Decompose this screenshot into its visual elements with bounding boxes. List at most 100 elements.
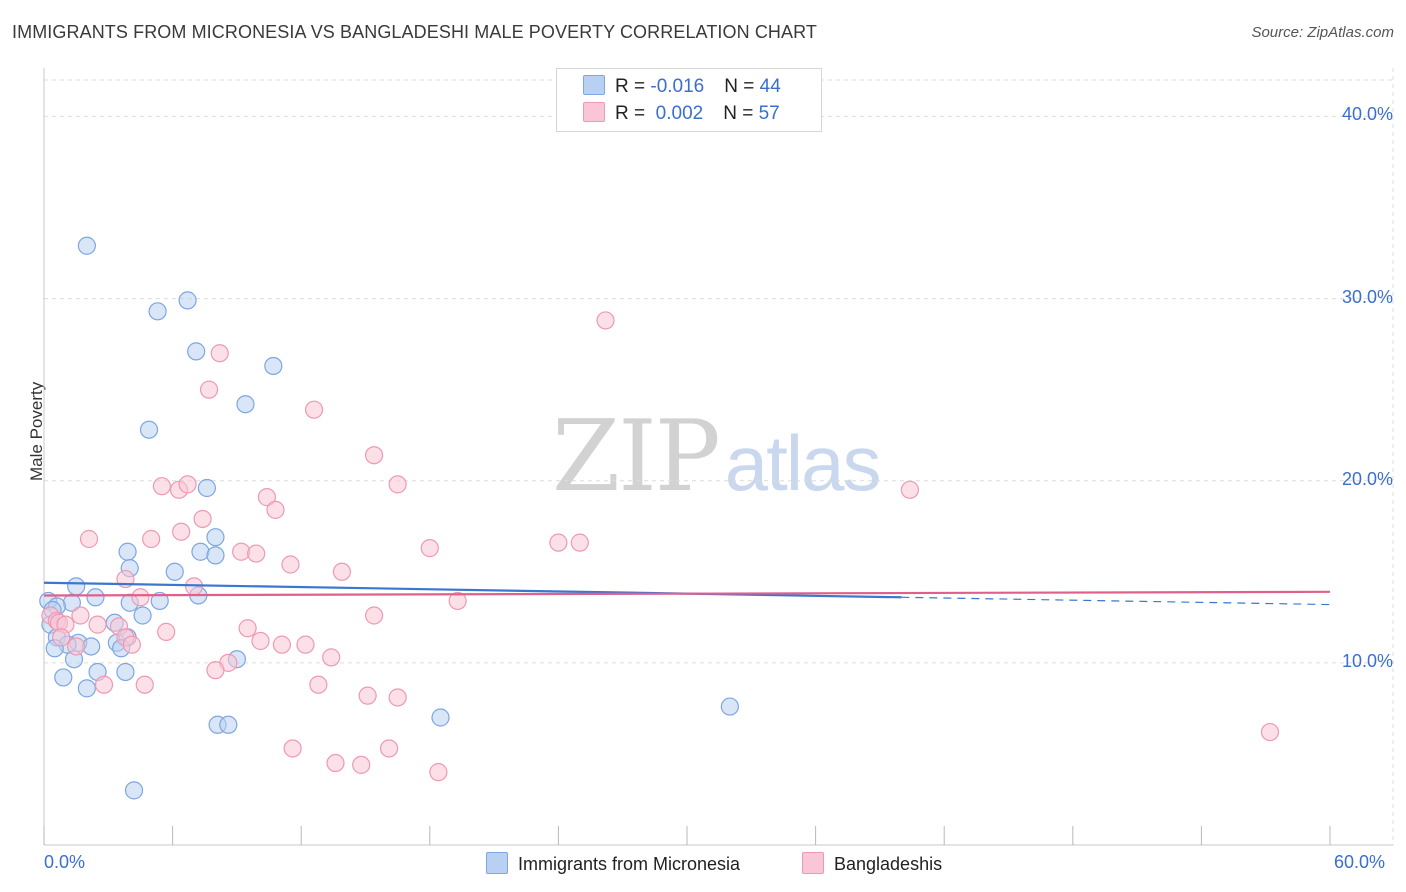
bangladeshi-point xyxy=(94,675,114,694)
bangladeshi-point xyxy=(388,688,407,707)
bangladeshi-point xyxy=(257,488,277,507)
legend-r-value: 0.002 xyxy=(650,103,704,124)
grid-layer xyxy=(44,68,1394,845)
micronesia-point xyxy=(124,781,144,800)
bangladeshi-point xyxy=(251,631,270,651)
bangladeshi-point xyxy=(900,480,920,499)
bangladeshi-point xyxy=(352,755,371,774)
micronesia-point xyxy=(219,715,238,734)
micronesia-point xyxy=(264,356,283,376)
bangladeshi-point xyxy=(79,529,99,549)
bangladeshi-point xyxy=(420,539,439,558)
micronesia-point xyxy=(720,697,739,716)
micronesia-point xyxy=(191,542,210,561)
bottom-legend-label: Immigrants from Micronesia xyxy=(518,854,741,874)
micronesia-point xyxy=(148,302,167,321)
watermark-zip: ZIP xyxy=(552,400,721,514)
legend-swatch-bangladeshi xyxy=(583,102,605,122)
bangladeshi-point xyxy=(172,522,191,541)
legend-r-label: R = xyxy=(615,103,651,124)
chart-title: IMMIGRANTS FROM MICRONESIA VS BANGLADESH… xyxy=(12,22,818,42)
micronesia-point xyxy=(86,588,105,607)
legend-n-label: N = xyxy=(723,103,759,124)
bangladeshi-point xyxy=(296,635,315,654)
bangladeshi-point xyxy=(448,591,467,611)
bottom-legend-swatch-bangladeshi xyxy=(802,852,824,874)
bangladeshi-point xyxy=(52,628,71,647)
watermark: ZIPatlas xyxy=(552,400,882,514)
trend-layer xyxy=(43,581,1331,606)
bangladeshi-trend-line xyxy=(43,590,1331,597)
bangladeshi-point xyxy=(193,509,212,529)
legend-row-micronesia: R = -0.016 N = 44 xyxy=(583,75,781,101)
y-tick-label: 30.0% xyxy=(1341,286,1393,307)
axis-layer xyxy=(43,68,1393,846)
bangladeshi-point xyxy=(272,635,292,654)
series-bangladeshi-points xyxy=(41,311,1280,782)
x-tick-label-min: 0.0% xyxy=(44,852,86,872)
x-tick-label-max: 60.0% xyxy=(1334,852,1386,872)
bangladeshi-point xyxy=(596,311,615,330)
bangladeshi-point xyxy=(122,635,141,654)
micronesia-trend-line xyxy=(43,581,902,599)
bangladeshi-point xyxy=(199,380,219,399)
micronesia-point xyxy=(116,662,135,682)
bangladeshi-point xyxy=(88,615,107,634)
bangladeshi-point xyxy=(364,606,384,625)
micronesia-point xyxy=(139,420,159,439)
bangladeshi-point xyxy=(304,400,324,419)
micronesia-trend-extension xyxy=(901,596,1331,606)
bangladeshi-point xyxy=(178,475,197,494)
watermark-atlas: atlas xyxy=(724,419,882,507)
y-tick-label: 40.0% xyxy=(1341,104,1393,125)
source-label: Source: ZipAtlas.com xyxy=(1251,24,1394,41)
bangladeshi-point xyxy=(67,637,86,656)
bangladeshi-point xyxy=(135,675,154,694)
bangladeshi-point xyxy=(429,763,448,782)
bangladeshi-point xyxy=(142,529,161,549)
bangladeshi-point xyxy=(281,555,300,574)
bangladeshi-point xyxy=(358,686,377,705)
bangladeshi-point xyxy=(247,544,266,563)
legend-n-label: N = xyxy=(724,76,760,97)
bangladeshi-point xyxy=(332,562,352,581)
y-tick-label: 20.0% xyxy=(1341,468,1393,489)
bangladeshi-point xyxy=(1260,722,1280,742)
bangladeshi-point xyxy=(232,542,251,561)
bangladeshi-point xyxy=(322,648,341,667)
micronesia-point xyxy=(165,562,184,581)
legend-row-bangladeshi: R = 0.002 N = 57 xyxy=(583,102,780,128)
bangladeshi-point xyxy=(326,753,345,773)
micronesia-point xyxy=(67,577,86,596)
micronesia-point xyxy=(54,668,73,687)
micronesia-point xyxy=(118,542,137,561)
micronesia-point xyxy=(431,708,450,727)
legend-r-value: -0.016 xyxy=(650,76,705,97)
bangladeshi-point xyxy=(379,739,399,758)
micronesia-point xyxy=(187,342,206,361)
bottom-legend-micronesia: Immigrants from Micronesia xyxy=(486,852,740,875)
bottom-legend-bangladeshi: Bangladeshis xyxy=(802,852,942,875)
bangladeshi-point xyxy=(131,588,150,607)
legend-r-label: R = xyxy=(615,76,651,97)
bangladeshi-point xyxy=(157,622,176,641)
micronesia-point xyxy=(197,478,216,498)
micronesia-point xyxy=(178,291,197,310)
y-tick-label: 10.0% xyxy=(1341,650,1393,671)
micronesia-point xyxy=(133,606,152,625)
micronesia-point xyxy=(77,679,96,698)
micronesia-point xyxy=(206,528,225,547)
legend-n-value: 57 xyxy=(758,103,780,124)
bangladeshi-point xyxy=(283,739,302,758)
micronesia-point xyxy=(150,591,169,611)
bangladeshi-point xyxy=(152,477,171,496)
bangladeshi-point xyxy=(210,344,229,363)
bangladeshi-point xyxy=(71,606,90,625)
bottom-legend-swatch-micronesia xyxy=(486,852,508,874)
bangladeshi-point xyxy=(549,533,568,552)
bottom-legend-label: Bangladeshis xyxy=(834,854,943,874)
micronesia-point xyxy=(206,546,225,565)
bangladeshi-point xyxy=(364,446,384,465)
series-micronesia-points xyxy=(39,236,739,800)
